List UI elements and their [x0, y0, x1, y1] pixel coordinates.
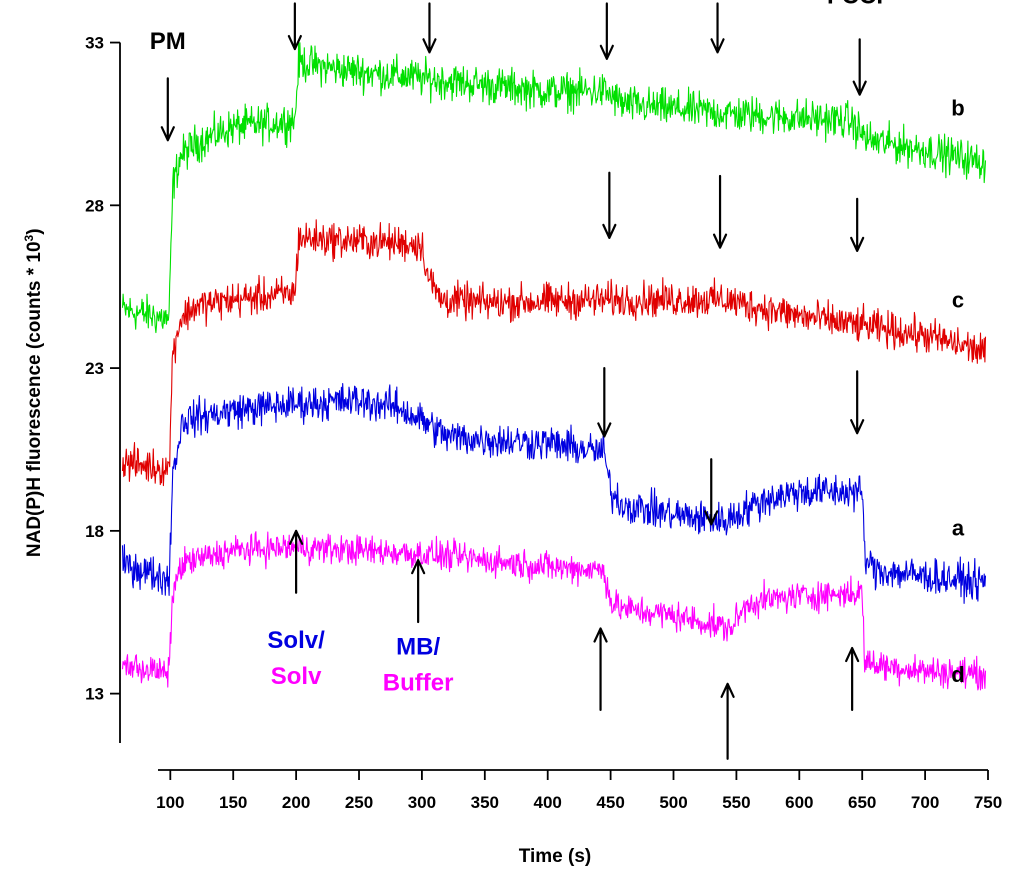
x-tick-label: 450 [596, 793, 624, 812]
x-tick-label: 600 [785, 793, 813, 812]
y-tick-label: 18 [85, 522, 104, 541]
up-arrow [720, 682, 735, 760]
x-tick-label: 700 [911, 793, 939, 812]
arrows-layer [160, 2, 867, 760]
y-axis-title-suffix: ) [24, 228, 45, 234]
up-arrow-label: Solv/ [267, 627, 325, 654]
down-arrow [850, 197, 865, 252]
y-ticks: 13 18 23 28 33 [85, 34, 120, 704]
y-tick-label: 28 [85, 196, 104, 215]
down-arrow [597, 366, 612, 438]
annotation-arrow [422, 2, 437, 54]
up-arrow [411, 559, 426, 624]
curve-label-a: a [952, 516, 965, 541]
x-ticks: 100 150 200 250 300 350 400 450 500 550 600 650 700 7… [156, 770, 1002, 812]
up-arrow [289, 529, 304, 594]
x-tick-label: 200 [282, 793, 310, 812]
up-arrow [845, 646, 860, 711]
series-d-line [121, 531, 987, 691]
x-tick-label: 550 [722, 793, 750, 812]
x-tick-label: 500 [659, 793, 687, 812]
annotation-label: FCCP [827, 0, 892, 9]
curve-label-b: b [951, 96, 964, 121]
up-arrow-label: Solv [271, 663, 322, 690]
y-tick-label: 23 [85, 359, 104, 378]
series-a-line [121, 383, 987, 604]
series-c-line [121, 219, 987, 487]
series-b-line [121, 40, 987, 334]
labels-layer: PMMyxo/MyxoBuffer/MBADPCATFCCPSolv/SolvM… [150, 0, 965, 697]
down-arrow [602, 171, 617, 239]
annotation-arrow [287, 2, 302, 51]
x-tick-label: 100 [156, 793, 184, 812]
y-tick-label: 13 [85, 685, 104, 704]
annotation-label: PM [150, 28, 186, 55]
x-tick-label: 400 [534, 793, 562, 812]
x-tick-label: 650 [848, 793, 876, 812]
up-arrow [593, 627, 608, 711]
down-arrow [712, 174, 728, 249]
up-arrow-label: MB/ [396, 634, 440, 661]
x-tick-label: 750 [974, 793, 1002, 812]
annotation-arrow [852, 38, 867, 96]
x-tick-label: 150 [219, 793, 247, 812]
curve-label-c: c [952, 288, 964, 313]
annotation-arrow [710, 2, 725, 54]
y-tick-label: 33 [85, 34, 104, 53]
y-axis-title-superscript: 3 [22, 234, 36, 241]
x-axis-title: Time (s) [519, 846, 592, 867]
down-arrow [704, 458, 719, 526]
x-tick-label: 250 [345, 793, 373, 812]
y-axis-title: NAD(P)H fluorescence (counts * 103) [22, 228, 45, 557]
x-tick-label: 350 [471, 793, 499, 812]
annotation-arrow [599, 2, 614, 60]
curve-label-d: d [951, 662, 964, 687]
annotation-arrow [160, 77, 175, 142]
series-layer [121, 40, 987, 691]
up-arrow-label: Buffer [383, 670, 454, 697]
y-axis-title-main: NAD(P)H fluorescence (counts * 10 [24, 241, 45, 557]
down-arrow [850, 370, 865, 435]
x-tick-label: 300 [408, 793, 436, 812]
